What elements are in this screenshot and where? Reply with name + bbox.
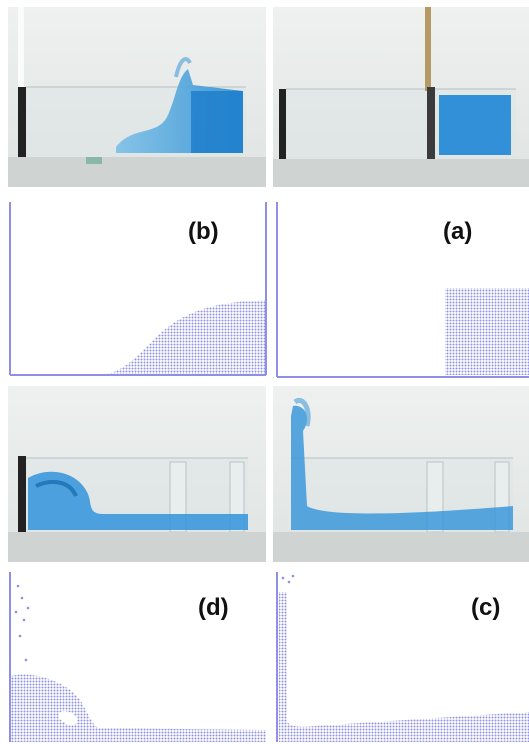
photo-stage-d-image xyxy=(8,386,266,562)
simulation-panel-a: (a) xyxy=(275,202,529,380)
simulation-panel-c: (c) xyxy=(275,572,529,744)
panel-label-c: (c) xyxy=(471,594,501,621)
photo-stage-a-image xyxy=(273,7,529,187)
fluid-column-a xyxy=(445,288,529,375)
simulation-d-plot xyxy=(9,572,266,742)
photo-stage-c xyxy=(273,386,529,562)
simulation-panel-d: (d) xyxy=(8,572,268,744)
simulation-b-plot xyxy=(9,202,267,376)
panel-label-b: (b) xyxy=(188,218,219,245)
fluid-particles-b xyxy=(108,300,266,374)
panel-label-d: (d) xyxy=(198,594,229,621)
photo-stage-d xyxy=(8,386,266,562)
photo-stage-b xyxy=(8,7,266,187)
panel-label-a: (a) xyxy=(443,218,473,245)
photo-stage-a xyxy=(273,7,529,187)
simulation-panel-b: (b) xyxy=(8,202,268,380)
simulation-a-plot xyxy=(276,202,529,378)
simulation-c-plot xyxy=(276,572,529,742)
fluid-particles-d xyxy=(11,674,266,742)
photo-stage-b-image xyxy=(8,7,266,187)
fluid-particles-c xyxy=(279,592,529,742)
photo-stage-c-image xyxy=(273,386,529,562)
